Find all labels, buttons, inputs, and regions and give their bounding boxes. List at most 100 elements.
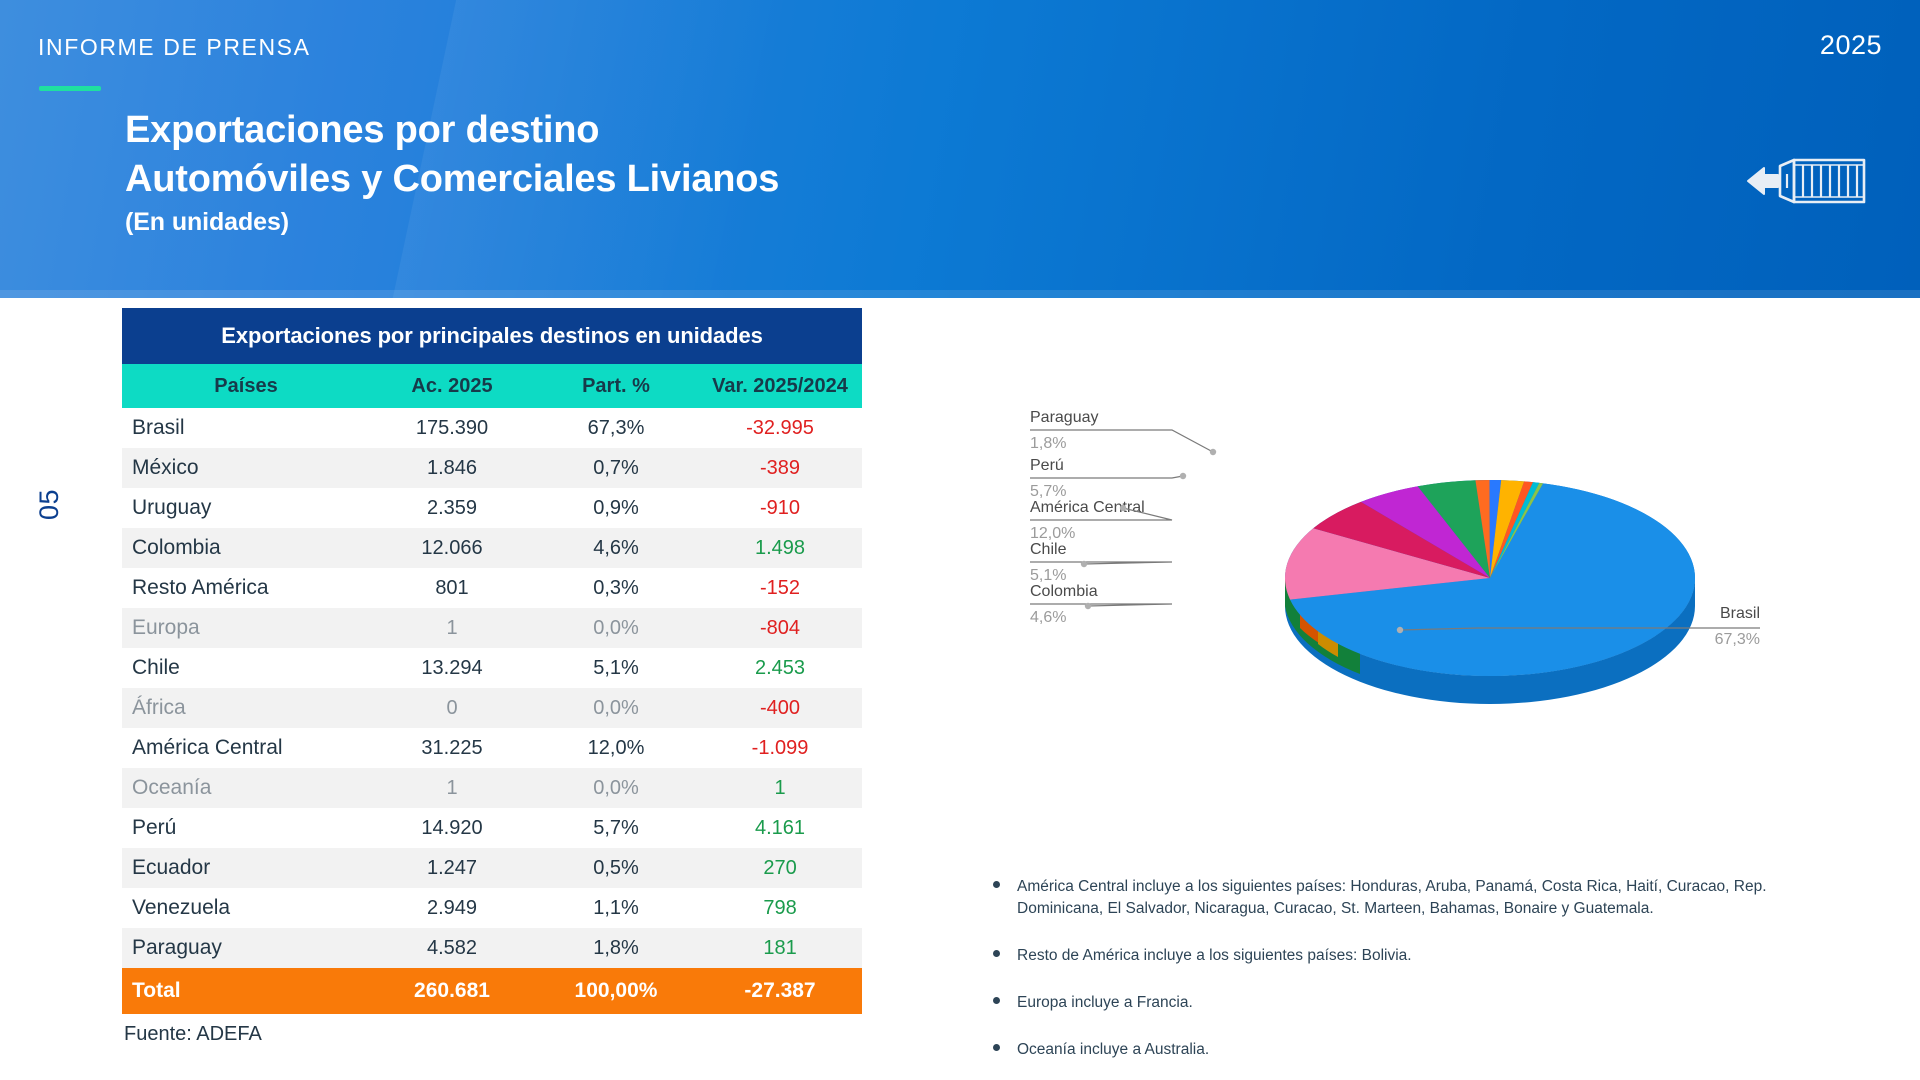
pie-slice-ecuador[interactable] (1490, 482, 1540, 578)
cell-part-pct: 12,0% (587, 736, 645, 759)
footnote-item: Resto de América incluye a los siguiente… (985, 945, 1785, 967)
exports-share-pie-chart: Paraguay 1,8% Perú 5,7%América Central 12,0%… (1030, 409, 1760, 704)
pie-chart-area: Paraguay 1,8% Perú 5,7% América Central 12,0%… (960, 300, 1920, 800)
column-header-paises[interactable]: Países (122, 364, 370, 408)
table-row[interactable]: Ecuador 1.247 0,5% 270 (122, 848, 863, 888)
cell-ac-2025: 4.582 (426, 936, 478, 959)
pie-leader-dot (1084, 602, 1092, 610)
cell-pais: América Central (132, 736, 283, 759)
report-year: 2025 (1819, 30, 1882, 60)
pie-slice-colombia[interactable] (1417, 480, 1490, 578)
column-header-var[interactable]: Var. 2025/2024 (698, 364, 863, 408)
cell-ac-2025: 2.359 (426, 496, 478, 519)
pie-slice-venezuela[interactable] (1475, 480, 1490, 578)
footnote-text: Oceanía incluye a Australia. (1017, 1041, 1210, 1058)
table-row[interactable]: Chile 13.294 5,1% 2.453 (122, 648, 863, 688)
cell-part-pct: 0,3% (593, 576, 639, 599)
pie-slices (1285, 480, 1695, 676)
table-row[interactable]: Perú 14.920 5,7% 4.161 (122, 808, 863, 848)
cell-part-pct: 0,0% (593, 696, 639, 719)
pie-leader-dot (1080, 560, 1088, 568)
cell-var: -152 (760, 576, 801, 599)
cell-var: -804 (760, 616, 801, 639)
bullet-icon (993, 950, 1000, 957)
bullet-icon (993, 1044, 1000, 1051)
cell-ac-2025: 175.390 (415, 416, 489, 439)
total-ac: 260.681 (414, 979, 490, 1002)
cell-pais: Oceanía (132, 776, 212, 799)
cell-ac-2025: 2.949 (426, 896, 478, 919)
pie-leader-line (1030, 475, 1184, 479)
table-row[interactable]: África 0 0,0% -400 (122, 688, 863, 728)
cell-pais: Uruguay (132, 496, 212, 519)
kicker-accent-rule (39, 86, 101, 91)
table-row[interactable]: América Central 31.225 12,0% -1.099 (122, 728, 863, 768)
table-total-row: Total 260.681 100,00% -27.387 (122, 968, 863, 1014)
cell-ac-2025: 13.294 (421, 656, 483, 679)
pie-leader-dot (1119, 504, 1127, 512)
cell-pais: Venezuela (132, 896, 231, 919)
column-header-part-pct[interactable]: Part. % (534, 364, 698, 408)
pie-label-name: Brasil (1720, 605, 1760, 622)
cell-ac-2025: 0 (446, 696, 458, 719)
table-title-row: Exportaciones por principales destinos e… (122, 308, 863, 364)
pie-slice-am-rica-central[interactable] (1285, 528, 1490, 600)
pie-leader-dot (1209, 448, 1217, 456)
pie-label-value: 1,8% (1030, 435, 1066, 452)
cell-part-pct: 0,0% (593, 616, 639, 639)
pie-label-value: 12,0% (1030, 525, 1075, 542)
cell-var: 2.453 (754, 656, 806, 679)
cell-var: -400 (760, 696, 801, 719)
pie-label-name: Colombia (1030, 583, 1098, 600)
bullet-icon (993, 881, 1000, 888)
cell-pais: Ecuador (132, 856, 211, 879)
cell-pais: África (132, 696, 186, 719)
table-row[interactable]: Oceanía 1 0,0% 1 (122, 768, 863, 808)
title-line-1: Exportaciones por destino (125, 109, 600, 151)
cell-var: 1.498 (754, 536, 806, 559)
shipping-container-export-icon (1747, 158, 1866, 204)
table-column-header-row: Países Ac. 2025 Part. % Var. 2025/2024 (122, 364, 863, 408)
footnotes-list: América Central incluye a los siguientes… (985, 876, 1785, 1061)
cell-var: -1.099 (751, 736, 809, 759)
table-row[interactable]: Venezuela 2.949 1,1% 798 (122, 888, 863, 928)
pie-slice-resto-am-rica[interactable] (1490, 482, 1544, 578)
column-header-ac-2025[interactable]: Ac. 2025 (370, 364, 534, 408)
pie-leader-dot (1396, 626, 1404, 634)
pie-slice-chile[interactable] (1360, 486, 1490, 578)
cell-ac-2025: 1 (446, 616, 458, 639)
cell-part-pct: 1,1% (593, 896, 639, 919)
table-row[interactable]: Uruguay 2.359 0,9% -910 (122, 488, 863, 528)
cell-part-pct: 0,7% (593, 456, 639, 479)
pie-slice-uruguay[interactable] (1489, 480, 1502, 578)
cell-var: 4.161 (754, 816, 806, 839)
pie-slice-per-[interactable] (1313, 501, 1490, 578)
pie-leader-line (1030, 429, 1214, 453)
pie-slice-paraguay[interactable] (1490, 480, 1525, 578)
table-row[interactable]: Europa 1 0,0% -804 (122, 608, 863, 648)
table-source-note: Fuente: ADEFA (124, 1023, 262, 1045)
cell-ac-2025: 1 (446, 776, 458, 799)
pie-leader-line (1030, 561, 1173, 565)
cell-pais: Brasil (132, 416, 185, 439)
cell-part-pct: 67,3% (587, 416, 645, 439)
cell-part-pct: 5,1% (593, 656, 639, 679)
pie-label-name: Paraguay (1030, 409, 1099, 426)
table-row[interactable]: México 1.846 0,7% -389 (122, 448, 863, 488)
cell-pais: México (132, 456, 199, 479)
pie-slice-m-xico[interactable] (1490, 481, 1534, 578)
cell-pais: Perú (132, 816, 177, 839)
title-subtitle: (En unidades) (125, 208, 289, 237)
table-row[interactable]: Resto América 801 0,3% -152 (122, 568, 863, 608)
footnote-item: Oceanía incluye a Australia. (985, 1039, 1785, 1061)
exports-by-destination-table: Exportaciones por principales destinos e… (122, 308, 863, 1014)
cell-var: -910 (760, 496, 801, 519)
table-row[interactable]: Brasil 175.390 67,3% -32.995 (122, 408, 863, 448)
exports-table-container: Exportaciones por principales destinos e… (122, 308, 863, 1046)
table-row[interactable]: Colombia 12.066 4,6% 1.498 (122, 528, 863, 568)
footnote-item: América Central incluye a los siguientes… (985, 876, 1785, 920)
table-body: Brasil 175.390 67,3% -32.995 México 1.846 0,7%… (122, 408, 863, 1014)
report-kicker: INFORME DE PRENSA (38, 34, 311, 60)
cell-part-pct: 5,7% (593, 816, 639, 839)
table-row[interactable]: Paraguay 4.582 1,8% 181 (122, 928, 863, 968)
